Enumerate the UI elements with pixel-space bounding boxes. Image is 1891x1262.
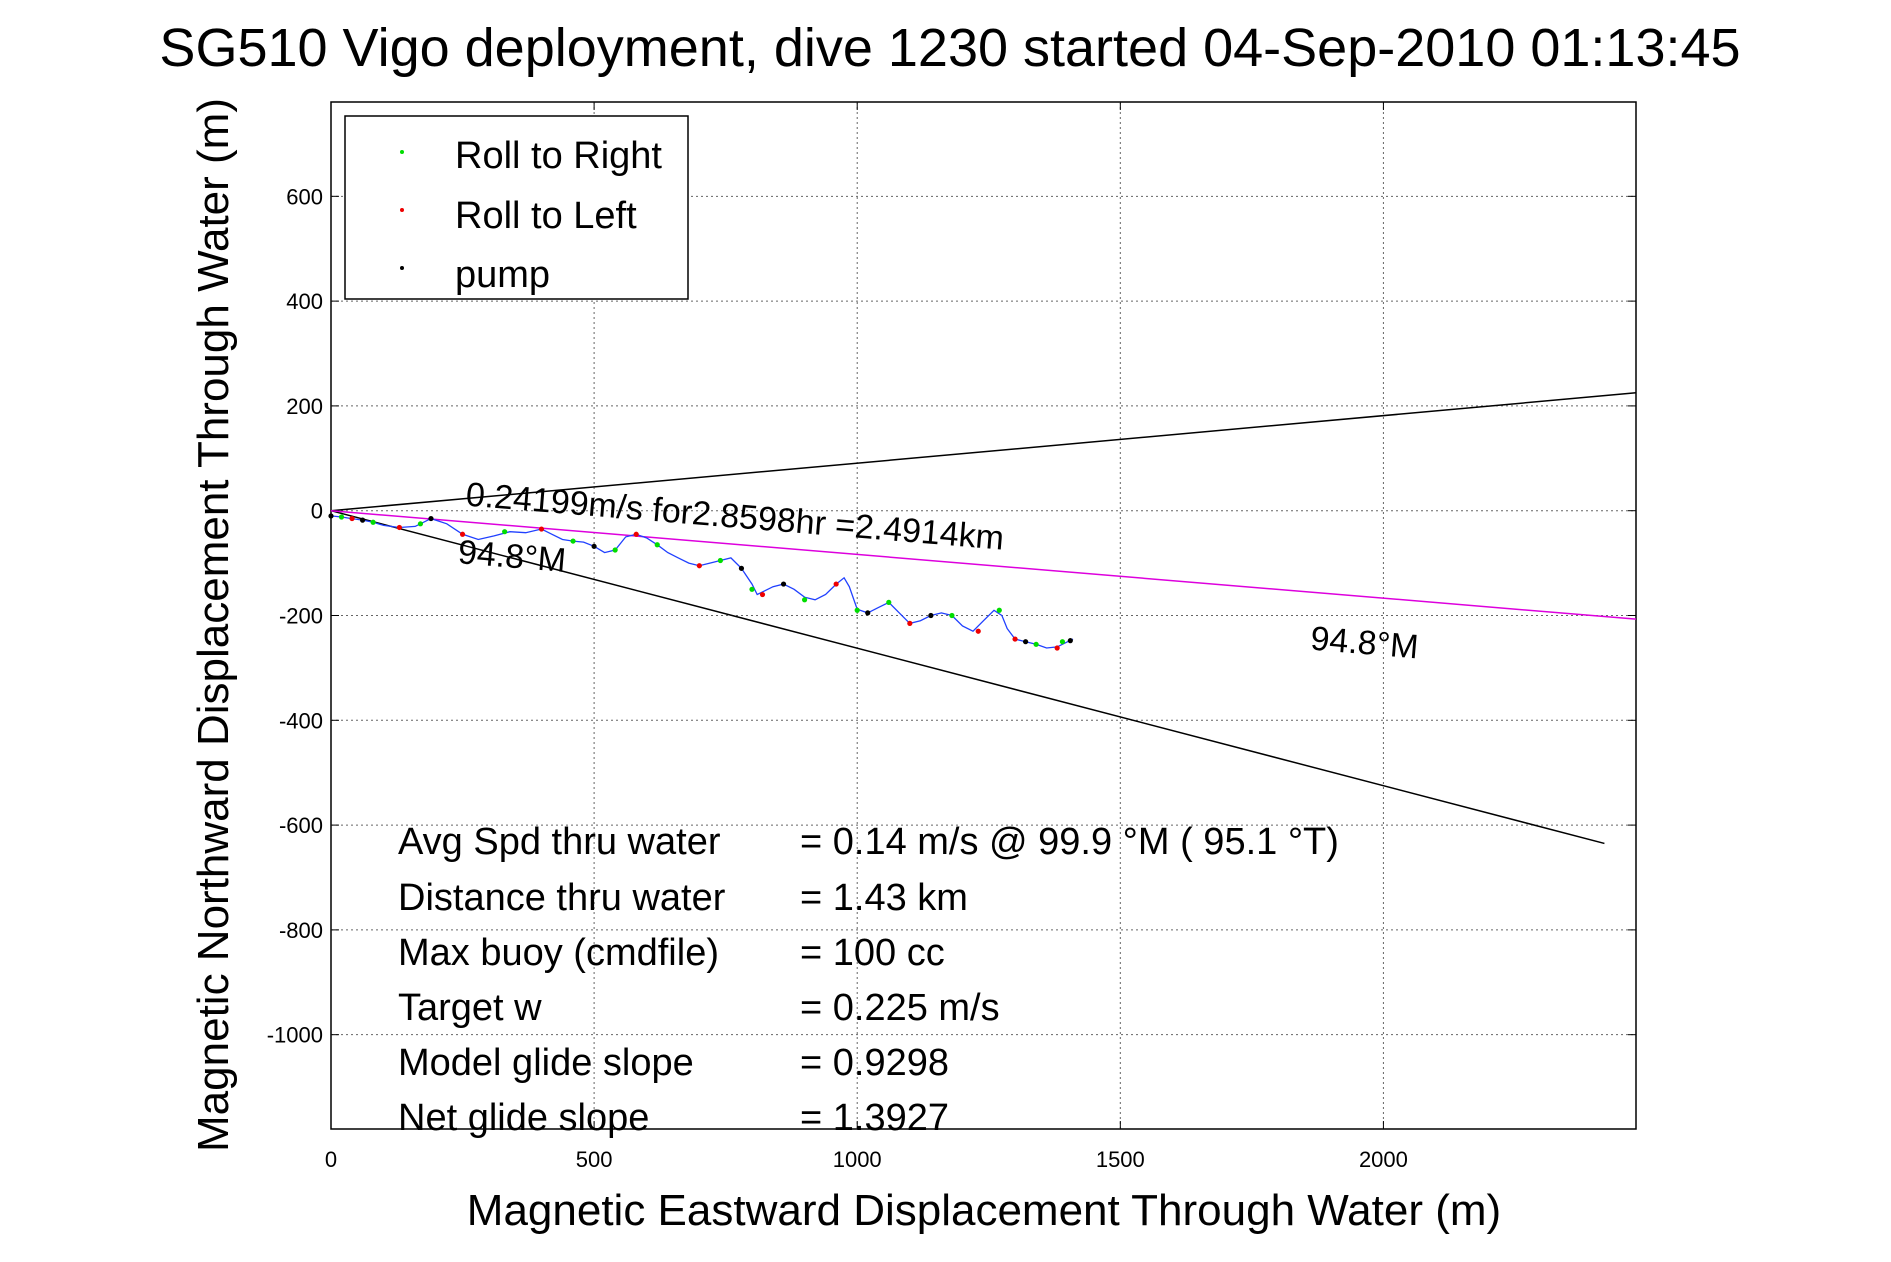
stat-value-model-glide: = 0.9298 [800, 1042, 949, 1084]
roll-right-point [612, 547, 618, 553]
legend-label-roll-left: Roll to Left [455, 195, 637, 237]
roll-right-point [1059, 639, 1066, 645]
stat-value-net-glide: = 1.3927 [800, 1097, 949, 1139]
stat-label-target-w: Target w [398, 987, 542, 1029]
legend-marker-pump [400, 266, 404, 270]
stat-value-max-buoy: = 100 cc [800, 932, 945, 974]
x-tick-label: 0 [325, 1147, 337, 1172]
pump-point [428, 515, 434, 522]
roll-right-point [417, 521, 424, 527]
roll-right-point [996, 607, 1002, 613]
heading-line [330, 509, 1637, 620]
pump-point [591, 543, 597, 549]
x-tick-label: 500 [576, 1147, 613, 1172]
roll-right-point [654, 542, 660, 548]
lower-bound-line [330, 509, 1605, 845]
pump-point [1022, 639, 1029, 645]
stat-value-target-w: = 0.225 m/s [800, 987, 1000, 1029]
roll-left-point [459, 531, 466, 537]
x-tick-label: 1500 [1096, 1147, 1145, 1172]
legend-label-pump: pump [455, 254, 550, 296]
track-line [330, 515, 1074, 649]
legend: Roll to Right Roll to Left pump [344, 115, 689, 300]
y-tick-label: -600 [279, 813, 323, 838]
stats-block: Avg Spd thru water = 0.14 m/s @ 99.9 °M … [398, 821, 1339, 1139]
roll-left-point [538, 526, 545, 532]
y-axis-label: Magnetic Northward Displacement Through … [189, 98, 238, 1152]
upper-bound-line [330, 392, 1637, 512]
annotation-2: 94.8°M [1309, 620, 1420, 667]
roll-left-point [1054, 645, 1060, 651]
track [330, 515, 1074, 649]
y-tick-label: -200 [279, 604, 323, 629]
roll-left-point [833, 581, 839, 587]
roll-left-point [975, 628, 981, 634]
legend-marker-roll-left [400, 208, 404, 212]
markers [328, 513, 1073, 651]
x-tick-label: 1000 [833, 1147, 882, 1172]
roll-left-point [349, 515, 355, 522]
roll-right-point [338, 514, 345, 520]
roll-left-point [396, 524, 403, 531]
pump-point [738, 565, 745, 571]
legend-label-roll-right: Roll to Right [455, 135, 662, 177]
roll-left-point [1012, 636, 1018, 642]
stat-value-avg-speed: = 0.14 m/s @ 99.9 °M ( 95.1 °T) [800, 821, 1339, 863]
pump-point [780, 581, 787, 587]
pump-point [928, 612, 934, 619]
y-tick-label: -800 [279, 918, 323, 943]
roll-left-point [759, 591, 766, 598]
roll-right-point [749, 586, 755, 592]
roll-right-point [801, 597, 808, 603]
reference-lines [330, 392, 1637, 845]
roll-left-point [907, 620, 913, 626]
stat-label-max-buoy: Max buoy (cmdfile) [398, 932, 719, 974]
ticks: 0 500 1000 1500 20006004002000-200-400-600-8… [267, 102, 1636, 1172]
pump-point [359, 517, 366, 523]
x-tick-label: 2000 [1359, 1147, 1408, 1172]
stat-label-net-glide: Net glide slope [398, 1097, 649, 1139]
stat-label-avg-speed: Avg Spd thru water [398, 821, 721, 863]
pump-point [865, 610, 871, 616]
y-tick-label: -1000 [267, 1023, 323, 1048]
roll-right-point [949, 612, 955, 619]
stat-value-distance: = 1.43 km [800, 877, 968, 919]
roll-right-point [886, 599, 892, 606]
annotation-1: 94.8°M [457, 533, 568, 580]
roll-left-point [633, 531, 639, 537]
roll-right-point [717, 557, 723, 564]
y-tick-label: 200 [286, 394, 323, 419]
y-tick-label: 400 [286, 289, 323, 314]
stat-label-model-glide: Model glide slope [398, 1042, 694, 1084]
pump-point [328, 513, 334, 519]
roll-right-point [370, 519, 376, 525]
y-tick-label: 0 [311, 499, 323, 524]
roll-right-point [570, 538, 576, 544]
roll-right-point [854, 607, 860, 613]
stat-label-distance: Distance thru water [398, 877, 726, 919]
chart-title: SG510 Vigo deployment, dive 1230 started… [159, 18, 1740, 78]
y-tick-label: -400 [279, 708, 323, 733]
x-axis-label: Magnetic Eastward Displacement Through W… [467, 1186, 1501, 1235]
legend-marker-roll-right [400, 150, 404, 154]
roll-right-point [502, 529, 508, 535]
roll-left-point [696, 563, 702, 569]
pump-point [1067, 638, 1073, 644]
y-tick-label: 600 [286, 184, 323, 209]
roll-right-point [1033, 641, 1039, 647]
